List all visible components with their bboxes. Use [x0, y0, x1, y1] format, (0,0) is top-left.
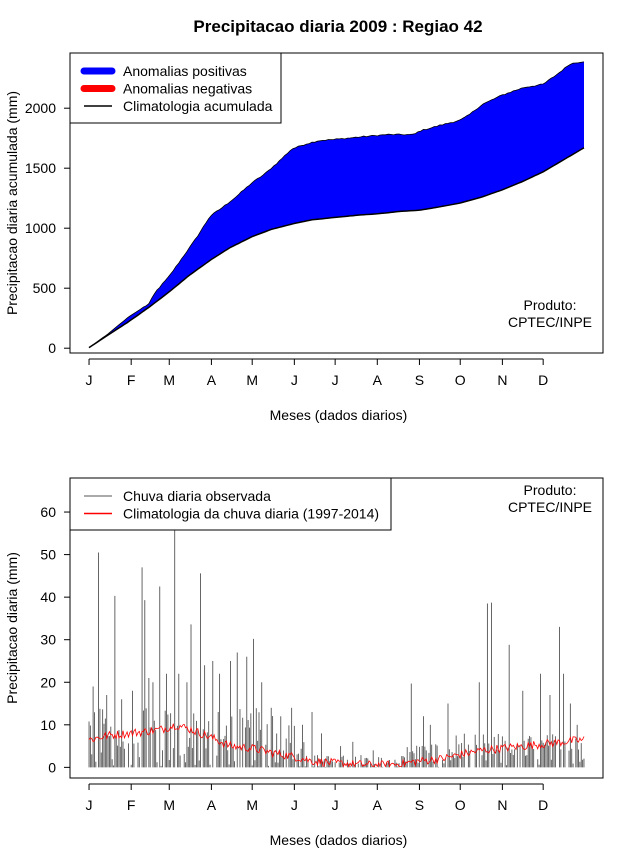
legend-label: Chuva diaria observada [123, 488, 271, 504]
climatology-accumulated-line [88, 147, 585, 349]
y-tick-label: 2000 [25, 100, 56, 116]
y-tick-label: 20 [40, 674, 56, 690]
x-tick-label: F [127, 797, 136, 813]
x-tick-label: M [163, 372, 175, 388]
x-tick-label: A [207, 372, 217, 388]
x-tick-label: S [415, 797, 424, 813]
y-tick-label: 50 [40, 547, 56, 563]
y-tick-label: 10 [40, 717, 56, 733]
y-tick-label: 0 [48, 340, 56, 356]
observed-accumulated-line [88, 61, 585, 348]
y-axis-label: Precipitacao diaria (mm) [4, 552, 20, 704]
y-tick-label: 500 [33, 280, 57, 296]
legend-label: Climatologia acumulada [123, 98, 273, 114]
x-tick-label: M [163, 797, 175, 813]
chart-title: Precipitacao diaria 2009 : Regiao 42 [193, 17, 482, 36]
x-tick-label: D [538, 372, 548, 388]
x-tick-label: A [207, 797, 217, 813]
x-tick-label: A [373, 372, 383, 388]
x-axis-label: Meses (dados diarios) [270, 407, 408, 423]
x-tick-label: J [332, 372, 339, 388]
x-tick-label: O [455, 372, 466, 388]
x-tick-label: N [497, 797, 507, 813]
legend-label: Anomalias positivas [123, 63, 247, 79]
x-tick-label: M [246, 372, 258, 388]
legend-box [69, 477, 392, 531]
x-tick-label: F [127, 372, 136, 388]
y-tick-label: 40 [40, 589, 56, 605]
legend: Chuva diaria observada Climatologia da ch… [69, 477, 392, 531]
x-tick-label: J [332, 797, 339, 813]
daily-rain-bars [88, 529, 585, 768]
x-tick-label: J [86, 372, 93, 388]
x-tick-label: J [86, 797, 93, 813]
annotation-line: CPTEC/INPE [508, 499, 592, 515]
x-tick-label: J [291, 797, 298, 813]
daily-panel: 0 10 20 30 40 50 60 Precipitacao diaria (mm) J F M… [4, 477, 604, 848]
y-tick-label: 30 [40, 632, 56, 648]
y-tick-label: 1000 [25, 220, 56, 236]
y-axis-label: Precipitacao diaria acumulada (mm) [4, 91, 20, 315]
y-tick-label: 1500 [25, 160, 56, 176]
x-tick-label: D [538, 797, 548, 813]
plot-frame [69, 52, 604, 354]
climatology-daily-line [88, 723, 585, 768]
y-tick-label: 60 [40, 504, 56, 520]
x-axis-label: Meses (dados diarios) [270, 832, 408, 848]
x-tick-label: O [455, 797, 466, 813]
annotation-line: Produto: [524, 482, 577, 498]
x-tick-label: S [415, 372, 424, 388]
legend-label: Anomalias negativas [123, 81, 252, 97]
x-tick-label: J [291, 372, 298, 388]
x-tick-label: N [497, 372, 507, 388]
accumulated-panel: 0 500 1000 1500 2000 Precipitacao diaria acum… [4, 52, 604, 423]
x-tick-label: M [246, 797, 258, 813]
legend-label: Climatologia da chuva diaria (1997-2014) [123, 506, 379, 522]
positive-anomaly-area [89, 61, 584, 348]
annotation-line: Produto: [524, 297, 577, 313]
y-tick-label: 0 [48, 759, 56, 775]
annotation-line: CPTEC/INPE [508, 314, 592, 330]
x-tick-label: A [373, 797, 383, 813]
legend: Anomalias positivas Anomalias negativasCl… [69, 52, 282, 124]
